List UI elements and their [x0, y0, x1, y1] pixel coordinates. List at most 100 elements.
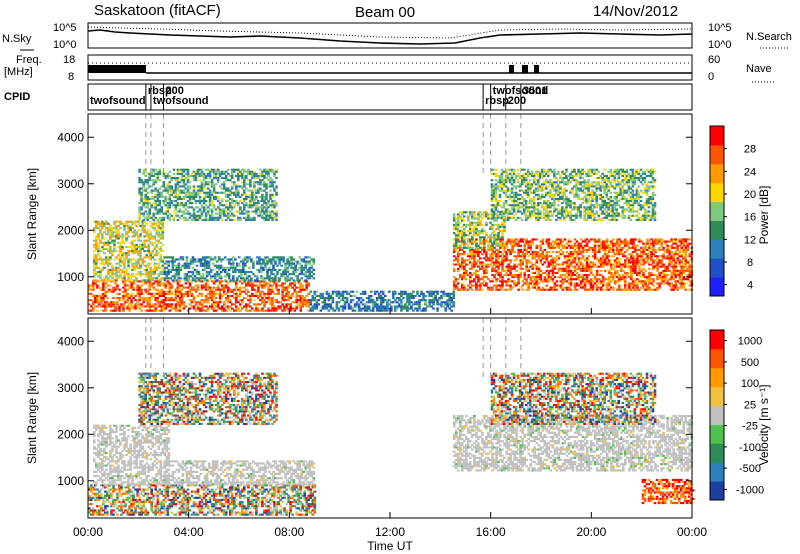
heatmap-cell	[125, 233, 128, 236]
heatmap-cell	[263, 301, 266, 304]
heatmap-cell	[497, 253, 500, 256]
heatmap-cell	[257, 187, 260, 190]
heatmap-cell	[251, 204, 254, 207]
heatmap-cell	[666, 248, 669, 251]
heatmap-cell	[335, 305, 339, 308]
heatmap-cell	[287, 294, 290, 297]
heatmap-cell	[130, 303, 133, 306]
heatmap-cell	[177, 262, 181, 265]
heatmap-cell	[158, 303, 162, 306]
heatmap-cell	[452, 267, 456, 270]
heatmap-cell	[557, 257, 561, 260]
heatmap-cell	[165, 273, 169, 276]
heatmap-cell	[284, 262, 287, 265]
heatmap-cell	[543, 248, 547, 251]
heatmap-cell	[341, 297, 345, 300]
heatmap-cell	[624, 280, 627, 283]
heatmap-cell	[481, 240, 484, 243]
heatmap-cell	[257, 297, 260, 300]
heatmap-cell	[164, 210, 168, 213]
heatmap-cell	[345, 297, 349, 300]
heatmap-cell	[121, 277, 124, 280]
heatmap-cell	[186, 309, 190, 312]
heatmap-cell	[174, 204, 178, 207]
heatmap-cell	[124, 288, 127, 291]
heatmap-cell	[545, 238, 549, 241]
heatmap-cell	[290, 256, 293, 259]
heatmap-cell	[367, 301, 371, 304]
heatmap-cell	[154, 189, 157, 192]
heatmap-cell	[158, 168, 162, 171]
heatmap-cell	[452, 276, 456, 279]
heatmap-cell	[265, 183, 268, 186]
heatmap-cell	[483, 251, 486, 254]
heatmap-cell	[375, 290, 379, 293]
heatmap-cell	[359, 292, 363, 295]
heatmap-cell	[618, 286, 621, 289]
heatmap-cell	[135, 252, 138, 255]
heatmap-cell	[232, 268, 235, 271]
heatmap-cell	[288, 260, 291, 263]
heatmap-cell	[461, 278, 464, 281]
heatmap-cell	[249, 297, 252, 300]
heatmap-cell	[452, 297, 455, 300]
heatmap-cell	[141, 279, 144, 282]
heatmap-cell	[261, 206, 264, 209]
heatmap-cell	[434, 294, 437, 297]
heatmap-cell	[483, 248, 486, 251]
heatmap-cell	[585, 288, 589, 291]
heatmap-cell	[529, 244, 532, 247]
heatmap-cell	[308, 260, 312, 263]
heatmap-cell	[262, 258, 265, 261]
heatmap-cell	[148, 208, 151, 211]
heatmap-cell	[290, 273, 293, 276]
heatmap-cell	[124, 284, 127, 287]
heatmap-cell	[155, 277, 158, 280]
heatmap-cell	[593, 242, 597, 245]
heatmap-cell	[549, 263, 553, 266]
heatmap-cell	[168, 204, 172, 207]
heatmap-cell	[440, 294, 443, 297]
heatmap-cell	[267, 170, 270, 173]
heatmap-cell	[188, 290, 192, 293]
heatmap-cell	[122, 282, 125, 285]
heatmap-cell	[226, 208, 230, 211]
heatmap-cell	[634, 261, 637, 264]
heatmap-cell	[375, 305, 379, 308]
heatmap-cell	[579, 242, 583, 245]
heatmap-cell	[539, 276, 543, 279]
heatmap-cell	[527, 255, 530, 258]
heatmap-cell	[286, 279, 289, 282]
heatmap-cell	[511, 242, 514, 245]
heatmap-cell	[191, 277, 195, 280]
heatmap-cell	[507, 284, 510, 287]
heatmap-cell	[658, 261, 661, 264]
heatmap-cell	[125, 222, 128, 225]
heatmap-cell	[646, 261, 649, 264]
heatmap-cell	[295, 305, 298, 308]
heatmap-cell	[585, 269, 589, 272]
heatmap-cell	[144, 299, 147, 302]
heatmap-cell	[432, 301, 435, 304]
heatmap-cell	[249, 198, 252, 201]
heatmap-cell	[208, 218, 212, 221]
heatmap-cell	[406, 299, 409, 302]
heatmap-cell	[226, 288, 230, 291]
heatmap-cell	[634, 288, 637, 291]
heatmap-cell	[567, 271, 571, 274]
heatmap-cell	[247, 170, 250, 173]
heatmap-cell	[308, 256, 312, 259]
heatmap-cell	[113, 268, 116, 271]
heatmap-cell	[557, 246, 561, 249]
heatmap-cell	[555, 244, 559, 247]
heatmap-cell	[275, 301, 278, 304]
heatmap-cell	[605, 278, 609, 281]
heatmap-cell	[569, 282, 573, 285]
heatmap-cell	[163, 279, 167, 282]
heatmap-cell	[640, 240, 643, 243]
heatmap-cell	[491, 253, 494, 256]
heatmap-cell	[267, 206, 270, 209]
heatmap-cell	[122, 307, 125, 310]
heatmap-cell	[99, 277, 102, 280]
heatmap-cell	[253, 185, 256, 188]
